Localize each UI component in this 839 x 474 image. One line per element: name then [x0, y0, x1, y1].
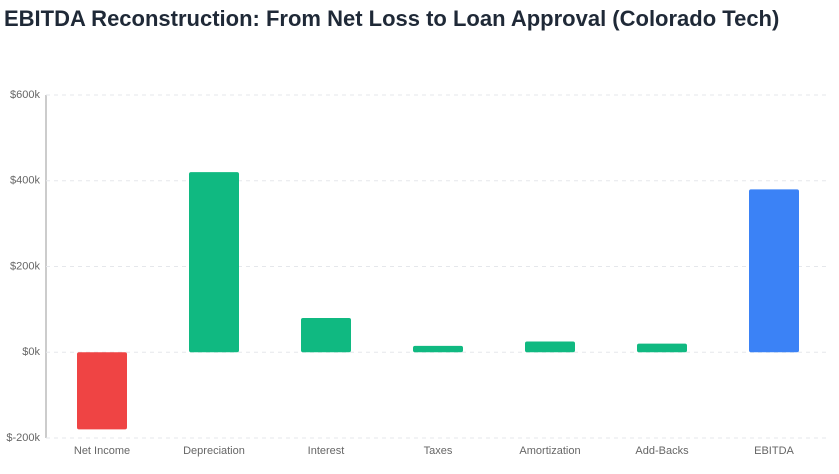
x-tick-label: Depreciation: [183, 445, 245, 457]
y-tick-label: $-200k: [6, 432, 40, 444]
x-tick-label: EBITDA: [754, 445, 794, 457]
x-tick-label: Add-Backs: [635, 445, 689, 457]
bar: [77, 352, 127, 430]
bar: [637, 343, 687, 353]
y-tick-label: $0k: [22, 346, 40, 358]
x-tick-label: Amortization: [519, 445, 580, 457]
chart-title: EBITDA Reconstruction: From Net Loss to …: [4, 6, 779, 31]
y-tick-label: $200k: [10, 260, 40, 272]
bar: [189, 172, 239, 353]
x-tick-label: Interest: [308, 445, 345, 457]
x-tick-label: Net Income: [74, 445, 130, 457]
y-tick-label: $400k: [10, 175, 40, 187]
bar: [413, 345, 463, 353]
bar: [749, 189, 799, 353]
y-tick-label: $600k: [10, 89, 40, 101]
bar: [525, 341, 575, 353]
bar: [301, 317, 351, 353]
x-tick-label: Taxes: [424, 445, 453, 457]
